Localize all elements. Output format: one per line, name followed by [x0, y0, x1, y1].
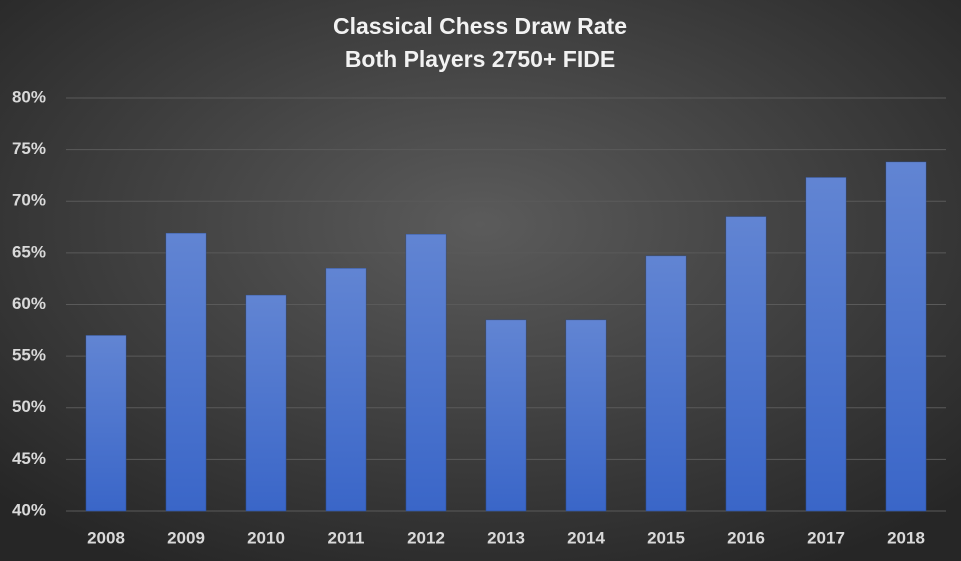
bar: [645, 255, 687, 512]
bar: [885, 161, 927, 512]
x-tick-label: 2016: [727, 528, 765, 547]
y-tick-label: 80%: [12, 87, 46, 106]
bar: [565, 319, 607, 512]
x-tick-label: 2011: [328, 528, 365, 547]
bar: [485, 319, 527, 512]
x-tick-label: 2017: [807, 528, 845, 547]
y-tick-label: 60%: [12, 294, 46, 313]
x-tick-label: 2015: [647, 528, 685, 547]
bar: [85, 335, 127, 512]
x-tick-label: 2008: [87, 528, 125, 547]
x-tick-label: 2009: [167, 528, 205, 547]
y-tick-label: 65%: [12, 242, 46, 261]
y-tick-label: 75%: [12, 139, 46, 158]
y-tick-label: 50%: [12, 397, 46, 416]
x-tick-label: 2013: [487, 528, 525, 547]
y-tick-label: 40%: [12, 500, 46, 519]
x-tick-label: 2010: [247, 528, 285, 547]
bar: [245, 294, 287, 512]
chart-title: Classical Chess Draw Rate: [333, 13, 627, 39]
y-tick-label: 45%: [12, 449, 46, 468]
x-tick-label: 2018: [887, 528, 925, 547]
chart-subtitle: Both Players 2750+ FIDE: [345, 46, 615, 72]
bar: [725, 216, 767, 512]
bar: [165, 232, 207, 512]
x-tick-label: 2012: [407, 528, 445, 547]
x-tick-label: 2014: [567, 528, 605, 547]
y-tick-label: 55%: [12, 346, 46, 365]
bar: [325, 268, 367, 512]
bar: [405, 233, 447, 512]
bar: [805, 177, 847, 512]
y-tick-label: 70%: [12, 191, 46, 210]
